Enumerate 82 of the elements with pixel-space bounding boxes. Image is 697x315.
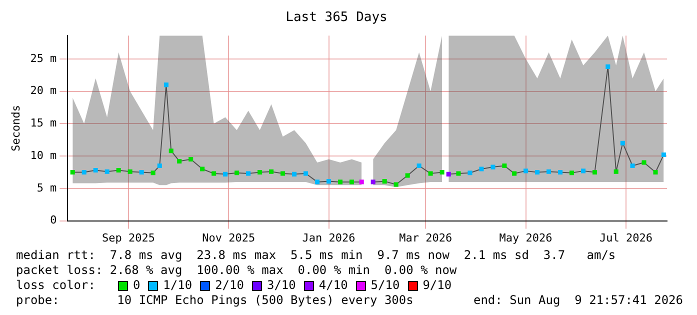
chart-title: Last 365 Days — [286, 10, 388, 26]
y-tick-label: 20 m — [30, 84, 58, 98]
x-tick-label: Jul 2026 — [599, 231, 652, 244]
point — [150, 170, 156, 176]
legend-title: loss color: — [16, 278, 96, 293]
x-tick-label: Jan 2026 — [302, 231, 356, 244]
point — [558, 170, 563, 174]
y-axis-title: Seconds — [9, 105, 22, 152]
y-tick-label: 25 m — [30, 52, 58, 65]
point — [592, 170, 598, 174]
point — [315, 180, 320, 184]
text: end: Sun Aug 9 21:57:41 2026 — [473, 293, 683, 308]
legend-label: 5/10 — [370, 278, 400, 293]
point — [280, 171, 286, 176]
point — [524, 168, 528, 174]
legend-label: 3/10 — [266, 278, 296, 293]
point — [490, 164, 496, 170]
point — [157, 163, 162, 168]
point — [188, 157, 194, 162]
point — [223, 172, 228, 176]
point — [468, 170, 472, 176]
point — [479, 166, 484, 172]
point — [349, 180, 354, 184]
point — [570, 170, 574, 176]
point — [338, 180, 343, 184]
point — [326, 179, 332, 184]
point — [502, 163, 507, 168]
point — [440, 170, 444, 174]
point — [620, 140, 625, 146]
legend-label: 2/10 — [215, 278, 244, 293]
point — [258, 170, 262, 174]
point — [446, 172, 451, 176]
x-tick-label: Sep 2025 — [102, 231, 155, 244]
point — [546, 169, 552, 174]
point — [394, 182, 398, 187]
point — [104, 169, 110, 174]
x-tick-label: Nov 2025 — [202, 231, 256, 244]
point — [139, 170, 144, 174]
text: probe: 10 ICMP Echo Pings (500 Bytes) every 300s — [16, 293, 414, 308]
point — [630, 163, 635, 168]
x-tick-label: Mar 2026 — [399, 231, 452, 244]
point — [177, 158, 182, 164]
point — [168, 148, 174, 154]
point — [428, 171, 433, 176]
point — [234, 170, 240, 176]
legend-label: 4/10 — [318, 278, 348, 293]
point — [70, 170, 75, 174]
point — [606, 64, 610, 69]
point — [416, 163, 422, 168]
point — [200, 166, 205, 172]
point — [382, 179, 387, 184]
point — [93, 168, 98, 173]
point — [359, 180, 364, 184]
point — [116, 168, 121, 173]
y-tick-label: 0 — [50, 214, 57, 227]
point — [642, 160, 646, 165]
point — [164, 82, 168, 88]
point — [580, 168, 586, 174]
point — [212, 171, 216, 176]
y-tick-label: 10 m — [30, 148, 58, 162]
point — [614, 169, 618, 174]
point — [661, 152, 666, 158]
point — [370, 180, 376, 184]
point — [304, 171, 308, 176]
point — [405, 173, 410, 178]
legend-label: 0 — [132, 278, 140, 293]
point — [535, 170, 540, 174]
point — [82, 170, 86, 174]
point — [653, 170, 658, 174]
y-tick-label: 15 m — [30, 116, 58, 130]
legend-label: 1/10 — [163, 278, 192, 293]
x-tick-label: May 2026 — [499, 231, 552, 244]
text: packet loss: 2.68 % avg 100.00 % max 0.00 % min 0.00 % now — [16, 263, 458, 278]
point — [292, 172, 297, 176]
point — [269, 169, 274, 174]
point — [512, 171, 517, 176]
legend-label: 9/10 — [422, 278, 452, 293]
point — [128, 169, 132, 174]
y-tick-label: 5 m — [36, 181, 58, 194]
point — [246, 171, 251, 176]
text: median rtt: 7.8 ms avg 23.8 ms max 5.5 ms min 9.7 ms now 2.1 ms sd 3.7 am/s — [16, 248, 617, 263]
point — [456, 171, 461, 176]
